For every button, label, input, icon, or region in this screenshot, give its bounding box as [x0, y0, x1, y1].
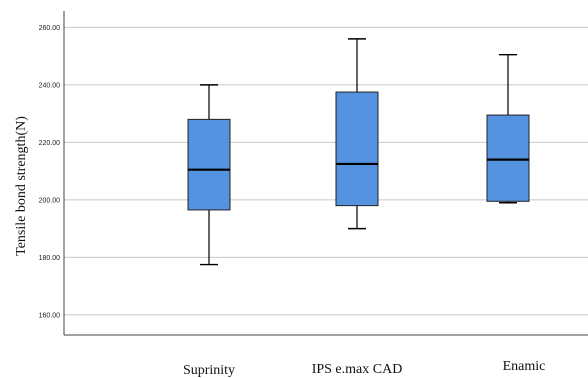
box-plots	[187, 38, 530, 266]
box-group	[187, 84, 231, 266]
box-group	[335, 38, 379, 230]
category-labels: Suprinity IPS e.max CAD Enamic	[183, 359, 545, 378]
y-tick-label: 200.00	[39, 197, 61, 204]
box-iqr	[187, 118, 231, 211]
y-tick-label: 220.00	[39, 140, 61, 147]
category-label: Enamic	[503, 359, 546, 374]
y-tick-label: 240.00	[39, 82, 61, 89]
grid-lines	[64, 26, 588, 316]
y-tick-label: 260.00	[39, 25, 61, 32]
box-iqr	[335, 91, 379, 207]
box-iqr	[486, 114, 530, 202]
y-tick-labels: 160.00 180.00 200.00 220.00 240.00 260.00	[39, 25, 61, 320]
y-axis-title: Tensile bond strength(N)	[14, 116, 29, 256]
y-tick-label: 160.00	[39, 312, 61, 319]
category-label: Suprinity	[183, 363, 235, 378]
y-tick-label: 180.00	[39, 255, 61, 262]
category-label: IPS e.max CAD	[312, 362, 403, 377]
box-group	[486, 53, 530, 204]
